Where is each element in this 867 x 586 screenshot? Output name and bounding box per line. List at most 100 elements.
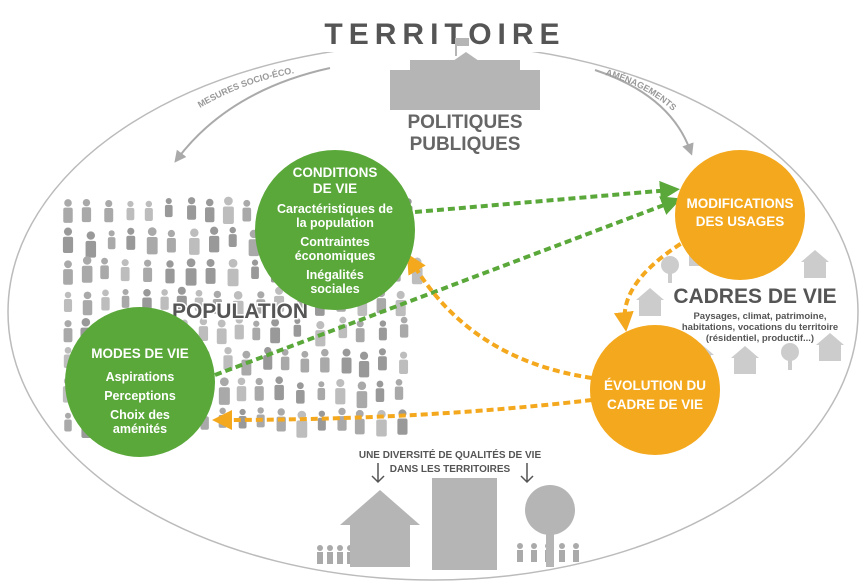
icon-shape bbox=[166, 238, 176, 253]
icon-shape bbox=[233, 290, 243, 300]
icon-shape bbox=[64, 199, 72, 207]
icon-shape bbox=[342, 348, 351, 357]
icon-shape bbox=[63, 328, 73, 343]
icon-shape bbox=[147, 227, 157, 236]
node-item: Contraintes bbox=[300, 235, 370, 249]
arrow-label: AMÉNAGEMENTS bbox=[605, 67, 679, 112]
icon-shape bbox=[81, 317, 91, 327]
icon-shape bbox=[177, 286, 186, 295]
icon-shape bbox=[559, 543, 565, 549]
icon-shape bbox=[121, 259, 129, 267]
icon-shape bbox=[64, 320, 72, 328]
icon-shape bbox=[210, 226, 219, 235]
icon-shape bbox=[204, 207, 215, 223]
diversity-label: DANS LES TERRITOIRES bbox=[390, 464, 511, 475]
icon-shape bbox=[639, 300, 661, 316]
icon-shape bbox=[161, 289, 168, 296]
bottom-icons bbox=[340, 478, 575, 570]
icon-shape bbox=[104, 208, 114, 223]
node-item: aménités bbox=[113, 422, 167, 436]
icon-shape bbox=[263, 355, 273, 370]
node-item: sociales bbox=[310, 282, 359, 296]
icon-shape bbox=[224, 346, 232, 355]
icon-shape bbox=[395, 378, 403, 386]
icon-shape bbox=[126, 235, 136, 250]
icon-shape bbox=[227, 268, 239, 287]
icon-shape bbox=[320, 357, 330, 373]
icon-shape bbox=[781, 343, 799, 361]
icon-shape bbox=[187, 205, 197, 220]
icon-shape bbox=[254, 386, 264, 401]
cadres-desc: Paysages, climat, patrimoine, bbox=[693, 311, 826, 322]
icon-shape bbox=[199, 317, 208, 326]
icon-shape bbox=[237, 377, 246, 386]
icon-shape bbox=[816, 333, 844, 345]
icon-shape bbox=[217, 319, 226, 328]
icon-shape bbox=[358, 360, 370, 378]
icon-shape bbox=[218, 387, 230, 405]
icon-shape bbox=[337, 545, 343, 551]
icon-shape bbox=[356, 320, 364, 328]
icon-shape bbox=[105, 199, 113, 208]
icon-shape bbox=[64, 412, 72, 419]
icon-shape bbox=[63, 227, 73, 236]
icon-shape bbox=[208, 235, 220, 253]
title: TERRITOIRE bbox=[324, 18, 565, 51]
icon-shape bbox=[100, 265, 109, 280]
cadres-desc: (résidentiel, productif...) bbox=[706, 333, 814, 344]
icon-shape bbox=[81, 207, 92, 223]
icon-shape bbox=[317, 552, 323, 564]
node-item: Aspirations bbox=[106, 370, 175, 384]
icon-shape bbox=[412, 257, 422, 267]
icon-shape bbox=[86, 231, 96, 240]
icon-shape bbox=[121, 295, 130, 308]
icon-shape bbox=[222, 206, 234, 225]
icon-shape bbox=[271, 318, 280, 327]
icon-shape bbox=[731, 346, 759, 358]
icon-shape bbox=[356, 391, 368, 409]
icon-shape bbox=[394, 386, 404, 400]
icon-shape bbox=[235, 316, 243, 324]
icon-shape bbox=[517, 543, 523, 549]
icon-shape bbox=[143, 267, 153, 283]
icon-shape bbox=[274, 384, 284, 401]
icon-shape bbox=[122, 288, 129, 296]
arrow bbox=[174, 67, 331, 163]
node-title: MODES DE VIE bbox=[91, 346, 189, 361]
icon-shape bbox=[359, 351, 369, 360]
icon-shape bbox=[82, 198, 91, 207]
icon-shape bbox=[190, 228, 199, 237]
icon-shape bbox=[205, 267, 216, 284]
icon-shape bbox=[277, 408, 285, 416]
icon-shape bbox=[301, 350, 309, 358]
title-gap bbox=[300, 12, 590, 52]
node-title: DE VIE bbox=[313, 181, 357, 196]
icon-shape bbox=[160, 296, 169, 310]
icon-shape bbox=[62, 236, 74, 254]
icon-shape bbox=[238, 415, 247, 429]
icon-shape bbox=[186, 258, 196, 268]
icon-shape bbox=[294, 317, 301, 325]
icon-shape bbox=[165, 197, 172, 205]
icon-shape bbox=[228, 258, 238, 268]
icon-shape bbox=[255, 377, 263, 386]
icon-shape bbox=[257, 291, 265, 299]
icon-shape bbox=[64, 260, 72, 269]
node-item: économiques bbox=[295, 249, 376, 263]
icon-shape bbox=[336, 378, 345, 388]
icon-shape bbox=[127, 227, 135, 235]
policy-label: POLITIQUES bbox=[407, 112, 522, 133]
icon-shape bbox=[531, 543, 537, 549]
icon-shape bbox=[354, 418, 365, 435]
node-item: Inégalités bbox=[306, 268, 364, 282]
icon-shape bbox=[275, 376, 283, 384]
icon-shape bbox=[257, 407, 264, 414]
flow-arrows bbox=[212, 180, 692, 430]
icon-shape bbox=[397, 418, 408, 435]
icon-shape bbox=[375, 388, 385, 402]
icon-shape bbox=[517, 550, 523, 562]
icon-shape bbox=[216, 328, 227, 345]
icon-shape bbox=[256, 299, 266, 314]
icon-shape bbox=[187, 197, 196, 205]
icon-shape bbox=[63, 299, 73, 313]
